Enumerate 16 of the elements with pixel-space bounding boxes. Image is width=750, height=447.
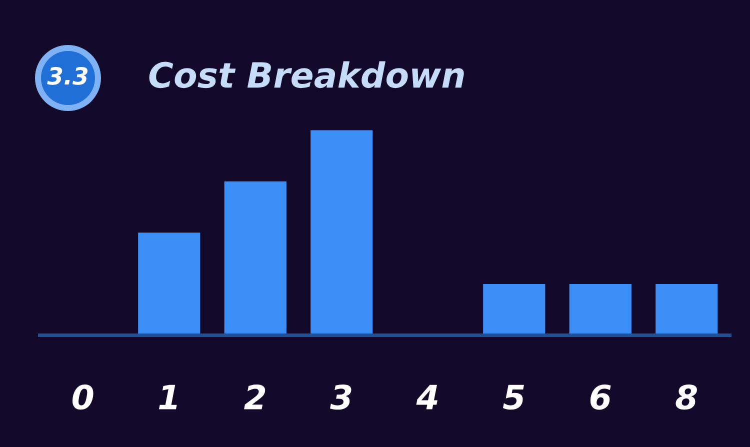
bar	[656, 284, 718, 336]
x-tick-label: 1	[158, 384, 177, 410]
bar	[224, 181, 286, 336]
bar	[138, 232, 200, 336]
bar	[483, 284, 546, 336]
x-tick-label: 4	[416, 384, 438, 410]
text: 3.3	[47, 66, 88, 85]
x-tick-label: 0	[72, 384, 94, 410]
x-tick-label: 3	[330, 384, 352, 410]
bar	[569, 284, 632, 336]
x-tick-label: 8	[676, 384, 698, 410]
chart-title: Cost Breakdown	[149, 61, 464, 88]
x-tick-label: 6	[590, 384, 611, 410]
x-tick-label: 2	[244, 384, 266, 410]
x-tick-label: 5	[502, 384, 524, 410]
bar	[310, 130, 373, 336]
